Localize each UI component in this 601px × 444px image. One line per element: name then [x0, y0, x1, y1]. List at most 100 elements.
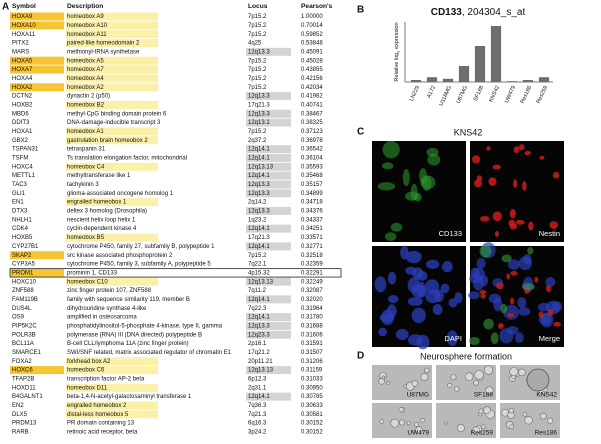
pearson-value: 0.35157	[301, 182, 323, 188]
x-tick-label: LN229	[409, 85, 421, 102]
sphere	[474, 370, 484, 380]
pearson-value: 0.32359	[301, 262, 323, 268]
y-label-part: Relative log	[394, 53, 400, 82]
gene-symbol: OS9	[12, 315, 25, 321]
description-highlight	[66, 401, 158, 410]
cell-stain	[510, 270, 518, 276]
gene-symbol: HOXA9	[12, 14, 33, 20]
cell-stain	[405, 191, 420, 201]
cell-stain	[432, 304, 443, 315]
gene-locus: 7q21.3	[248, 412, 267, 418]
gene-locus: 7q11.2	[248, 288, 267, 294]
sphere	[485, 386, 494, 395]
sphere	[508, 408, 514, 414]
gene-description: SWI/SNF related, matrix associated regul…	[67, 350, 232, 356]
gene-symbol: EN1	[12, 200, 24, 206]
gene-symbol: CDK4	[12, 226, 29, 232]
gene-symbol: HOXA2	[12, 85, 33, 91]
sphere	[411, 380, 419, 387]
bar	[522, 80, 534, 82]
gene-symbol: MARS	[12, 49, 29, 55]
cell-line-label: UW479	[407, 430, 429, 437]
gene-locus: 7p15.2	[248, 32, 267, 38]
cell-stain	[442, 260, 453, 273]
chart-title: CD133, 204304_s_at	[431, 7, 526, 18]
gene-description: methyltransferase like 1	[67, 173, 131, 179]
gene-locus: 17q21.3	[248, 235, 270, 241]
gene-locus: 12q14.1	[248, 297, 270, 303]
pearson-value: 0.36978	[301, 138, 323, 144]
cell-stain	[488, 293, 502, 304]
bar	[442, 78, 454, 82]
sphere	[546, 417, 554, 424]
cell-stain	[488, 177, 497, 186]
cell-stain	[492, 211, 502, 222]
cell-stain	[545, 277, 556, 288]
cell-stain	[434, 289, 444, 303]
sphere	[481, 424, 486, 429]
x-tick-label: KNS42	[488, 85, 501, 103]
gene-symbol: SKAP2	[12, 253, 32, 259]
cell-stain	[374, 276, 387, 293]
cell-stain	[427, 153, 441, 166]
sphere	[518, 368, 526, 377]
locus-highlight	[246, 392, 291, 401]
cell-stain	[468, 337, 480, 345]
gene-locus: 7q22.3	[248, 306, 267, 312]
gene-locus: 7p15.2	[248, 76, 267, 82]
gene-description: homeobox A10	[67, 23, 108, 29]
title-probe: , 204304_s_at	[462, 7, 526, 18]
gene-description: paired-like homeodomain 2	[67, 41, 140, 47]
gene-locus: 12q13.13	[248, 368, 274, 374]
locus-highlight	[246, 295, 291, 304]
cell-stain	[405, 250, 422, 264]
gene-locus: 12q13.3	[248, 94, 270, 100]
gene-symbol: METTL1	[12, 173, 36, 179]
locus-highlight	[246, 162, 291, 171]
panel-letter: B	[357, 5, 364, 16]
gene-symbol: PROM1	[12, 270, 34, 276]
sphere	[414, 422, 419, 427]
bar	[538, 77, 550, 82]
gene-description: family with sequence similarity 119, mem…	[67, 297, 190, 303]
gene-locus: 12q14.1	[248, 315, 270, 321]
cell-stain	[377, 182, 396, 191]
gene-locus: 4q25	[248, 41, 262, 47]
sphere	[509, 367, 519, 377]
pearson-value: 0.32291	[301, 270, 323, 276]
pearson-value: 0.34376	[301, 209, 323, 215]
gene-symbol: DUS4L	[12, 306, 32, 312]
cell-stain	[416, 271, 428, 281]
cell-stain	[538, 310, 544, 318]
cell-stain	[515, 332, 524, 344]
locus-highlight	[246, 224, 291, 233]
gene-symbol: NHLH1	[12, 217, 32, 223]
cell-line-label: SF188	[474, 392, 494, 399]
description-highlight	[66, 56, 158, 65]
gene-description: methionyl-tRNA synthetase	[67, 49, 140, 55]
description-highlight	[66, 127, 158, 136]
locus-highlight	[246, 171, 291, 180]
cell-stain	[400, 245, 409, 260]
gene-symbol: GBX2	[12, 138, 29, 144]
gene-symbol: HOXC6	[12, 368, 33, 374]
gene-description: gastrulation brain homeobox 2	[67, 138, 148, 144]
channel-label: DAPI	[444, 334, 462, 343]
cell-stain	[476, 258, 486, 269]
sphere	[443, 420, 448, 425]
x-tick-label: U87MG	[456, 85, 469, 105]
symbol-highlight	[10, 251, 64, 260]
pearson-value: 0.31688	[301, 323, 323, 329]
cell-stain	[420, 175, 436, 190]
gene-description: homeobox C4	[67, 164, 105, 170]
gene-locus: 20p11.21	[248, 359, 273, 365]
pearson-value: 0.70014	[301, 23, 323, 29]
description-highlight	[66, 39, 158, 48]
channel-label: Merge	[539, 334, 560, 343]
cell-stain	[522, 283, 535, 291]
sphere	[472, 426, 481, 435]
pearson-value: 0.45091	[301, 49, 323, 55]
cell-stain	[497, 322, 504, 330]
column-header: Locus	[248, 3, 268, 10]
gene-description: tetraspanin 31	[67, 147, 106, 153]
